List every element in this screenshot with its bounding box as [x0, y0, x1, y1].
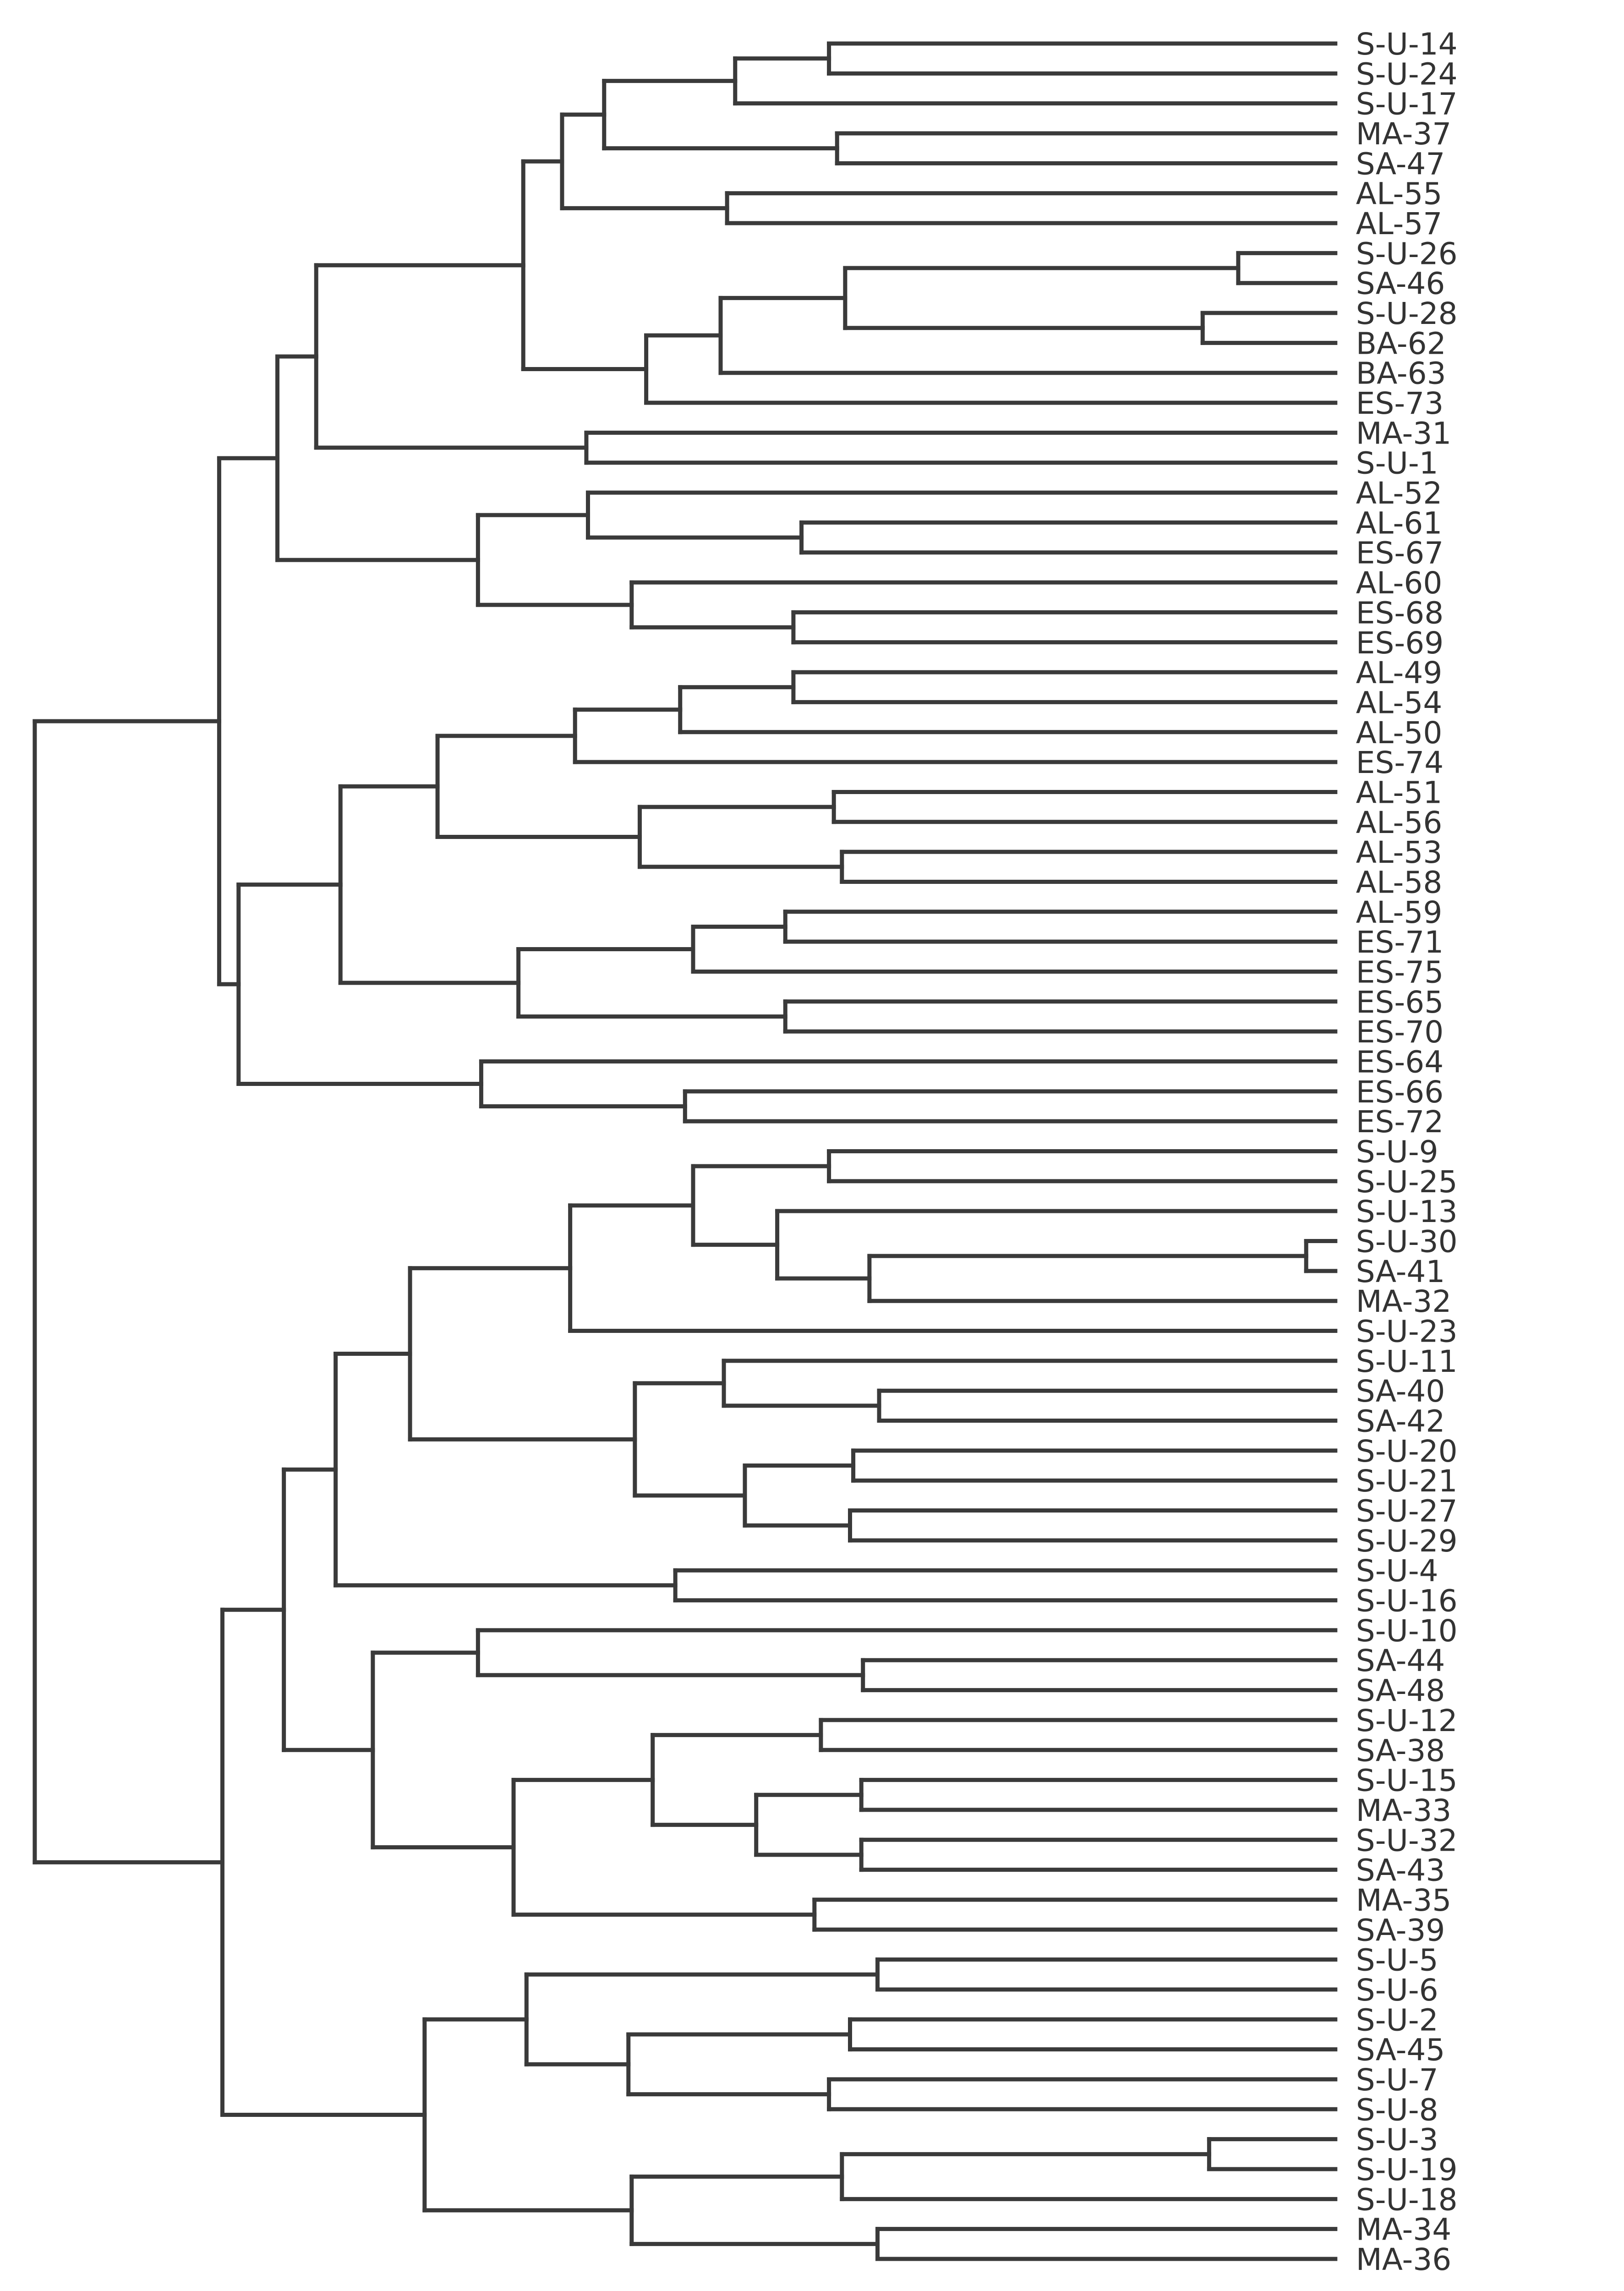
leaf-label: S-U-29	[1356, 1524, 1458, 1559]
leaf-label: S-U-19	[1356, 2152, 1458, 2187]
leaf-label: S-U-12	[1356, 1703, 1458, 1738]
leaf-label: AL-61	[1356, 505, 1443, 541]
leaf-label: SA-44	[1356, 1643, 1445, 1678]
dendrogram-branches	[33, 41, 1338, 2261]
leaf-label: ES-69	[1356, 625, 1444, 661]
leaf-label: AL-60	[1356, 565, 1443, 601]
leaf-labels: S-U-14S-U-24S-U-17MA-37SA-47AL-55AL-57S-…	[1356, 27, 1458, 2277]
leaf-label: ES-64	[1356, 1044, 1444, 1080]
leaf-label: AL-49	[1356, 655, 1443, 691]
leaf-label: MA-37	[1356, 116, 1451, 152]
leaf-label: S-U-17	[1356, 87, 1458, 122]
leaf-label: S-U-3	[1356, 2122, 1438, 2158]
leaf-label: S-U-5	[1356, 1943, 1438, 1978]
leaf-label: S-U-27	[1356, 1494, 1458, 1529]
leaf-label: S-U-26	[1356, 236, 1458, 271]
leaf-label: S-U-10	[1356, 1613, 1458, 1649]
leaf-label: MA-36	[1356, 2242, 1451, 2277]
leaf-label: SA-48	[1356, 1673, 1445, 1709]
leaf-label: AL-59	[1356, 895, 1443, 930]
leaf-label: SA-42	[1356, 1404, 1445, 1439]
leaf-label: AL-53	[1356, 835, 1443, 870]
leaf-label: S-U-1	[1356, 446, 1438, 481]
leaf-label: S-U-15	[1356, 1763, 1458, 1798]
leaf-label: ES-74	[1356, 745, 1444, 780]
leaf-label: S-U-21	[1356, 1463, 1458, 1499]
leaf-label: ES-72	[1356, 1104, 1444, 1140]
leaf-label: SA-40	[1356, 1374, 1445, 1409]
leaf-label: AL-50	[1356, 715, 1443, 751]
leaf-label: AL-51	[1356, 775, 1443, 810]
leaf-label: AL-54	[1356, 685, 1443, 720]
leaf-label: S-U-9	[1356, 1135, 1438, 1170]
leaf-label: MA-34	[1356, 2212, 1451, 2247]
leaf-label: ES-65	[1356, 985, 1444, 1020]
leaf-label: ES-68	[1356, 595, 1444, 630]
leaf-label: S-U-13	[1356, 1194, 1458, 1229]
leaf-label: BA-63	[1356, 356, 1446, 391]
leaf-label: AL-52	[1356, 476, 1443, 511]
leaf-label: S-U-11	[1356, 1344, 1458, 1379]
leaf-label: S-U-20	[1356, 1434, 1458, 1469]
leaf-label: AL-55	[1356, 176, 1443, 212]
leaf-label: ES-71	[1356, 925, 1444, 960]
leaf-label: S-U-32	[1356, 1823, 1458, 1858]
leaf-label: SA-41	[1356, 1254, 1445, 1289]
leaf-label: ES-73	[1356, 386, 1444, 421]
leaf-label: SA-46	[1356, 266, 1445, 301]
leaf-label: AL-58	[1356, 865, 1443, 900]
leaf-label: AL-56	[1356, 805, 1443, 840]
leaf-label: MA-33	[1356, 1793, 1451, 1828]
leaf-label: ES-75	[1356, 954, 1444, 990]
leaf-label: S-U-6	[1356, 1973, 1438, 2008]
leaf-label: S-U-30	[1356, 1224, 1458, 1260]
leaf-label: SA-45	[1356, 2033, 1445, 2068]
leaf-label: MA-35	[1356, 1883, 1451, 1918]
leaf-label: S-U-2	[1356, 2002, 1438, 2038]
leaf-label: ES-70	[1356, 1014, 1444, 1050]
leaf-label: S-U-24	[1356, 56, 1458, 92]
leaf-label: S-U-8	[1356, 2092, 1438, 2127]
leaf-label: S-U-23	[1356, 1314, 1458, 1349]
leaf-label: S-U-14	[1356, 27, 1458, 62]
leaf-label: SA-38	[1356, 1733, 1445, 1768]
leaf-label: S-U-25	[1356, 1164, 1458, 1200]
leaf-label: MA-31	[1356, 416, 1451, 451]
leaf-label: S-U-28	[1356, 296, 1458, 331]
leaf-label: S-U-18	[1356, 2182, 1458, 2217]
leaf-label: BA-62	[1356, 326, 1446, 361]
leaf-label: SA-47	[1356, 146, 1445, 181]
leaf-label: S-U-4	[1356, 1553, 1438, 1589]
leaf-label: S-U-16	[1356, 1584, 1458, 1619]
leaf-label: SA-43	[1356, 1853, 1445, 1888]
leaf-label: ES-66	[1356, 1074, 1444, 1110]
leaf-label: S-U-7	[1356, 2062, 1438, 2098]
leaf-label: MA-32	[1356, 1284, 1451, 1319]
leaf-label: AL-57	[1356, 206, 1443, 241]
leaf-label: ES-67	[1356, 536, 1444, 571]
leaf-label: SA-39	[1356, 1913, 1445, 1948]
